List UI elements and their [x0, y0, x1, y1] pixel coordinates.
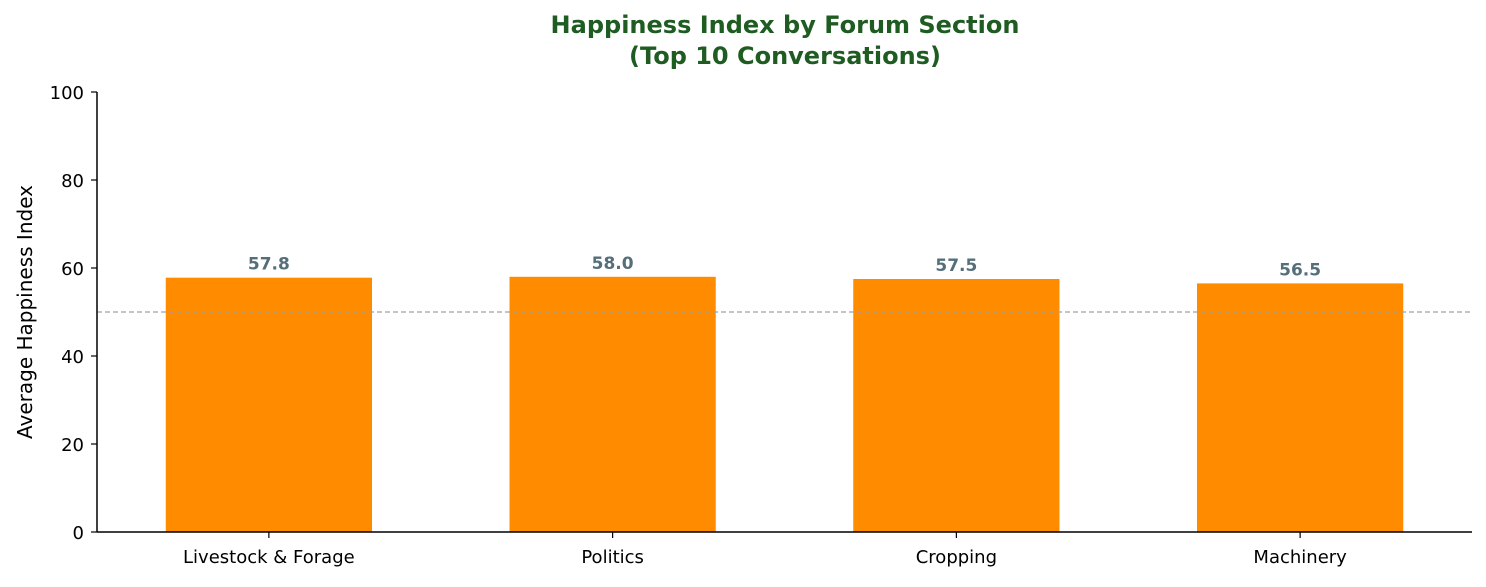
bar-value-label: 56.5	[1279, 260, 1321, 280]
y-axis-title: Average Happiness Index	[13, 185, 37, 439]
bar	[853, 279, 1060, 532]
y-tick-label: 100	[50, 83, 84, 104]
labels-layer: 57.8 Livestock & Forage 58.0 Politics 57.5 Cr…	[13, 83, 1347, 568]
bar-value-label: 57.5	[935, 256, 977, 276]
x-tick-label: Politics	[581, 547, 644, 568]
bar-value-label: 57.8	[248, 255, 290, 275]
y-tick-label: 80	[61, 171, 84, 192]
bar	[165, 277, 372, 532]
bar	[1197, 283, 1404, 532]
axes-layer	[91, 91, 1472, 538]
x-tick-label: Machinery	[1253, 547, 1347, 568]
x-tick-label: Cropping	[916, 547, 997, 568]
y-tick-label: 20	[61, 435, 84, 456]
chart-title: Happiness Index by Forum Section (Top 10…	[0, 10, 1486, 72]
y-tick-label: 40	[61, 347, 84, 368]
bar	[509, 276, 716, 532]
bar-value-label: 58.0	[592, 254, 634, 274]
bars-layer	[165, 276, 1404, 532]
y-tick-label: 0	[73, 523, 84, 544]
x-tick-label: Livestock & Forage	[183, 547, 355, 568]
chart-title-line-2: (Top 10 Conversations)	[629, 42, 941, 70]
chart-title-line-1: Happiness Index by Forum Section	[550, 11, 1020, 39]
y-tick-label: 60	[61, 259, 84, 280]
